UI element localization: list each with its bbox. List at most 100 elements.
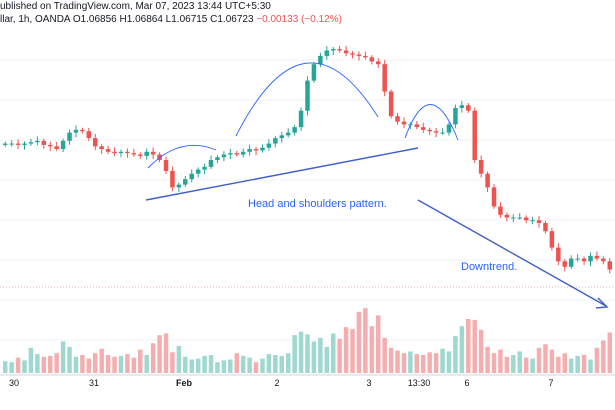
volume-bar (22, 360, 27, 373)
candle-body (601, 258, 606, 262)
candle-body (54, 146, 59, 150)
volume-bar (607, 332, 613, 373)
volume-bar (375, 315, 381, 373)
left-shoulder-arc (147, 144, 217, 169)
candle-body (421, 127, 426, 130)
volume-bar (208, 355, 214, 373)
head-arc (235, 62, 379, 137)
volume-bar (215, 362, 220, 373)
volume-bar (144, 355, 149, 373)
volume-bar (453, 336, 458, 373)
tick-label: 3 (366, 378, 371, 388)
volume-bars (2, 308, 613, 373)
candlesticks (2, 45, 613, 274)
volume-bar (228, 359, 233, 373)
volume-bar (41, 356, 47, 373)
candle-body (369, 57, 375, 62)
volume-bar (15, 357, 21, 373)
candle-body (511, 217, 516, 219)
volume-bar (478, 329, 484, 373)
ohlc-values: O1.06856 H1.06864 L1.06715 C1.06723 (72, 14, 254, 25)
candle-body (144, 151, 149, 156)
candle-body (163, 160, 169, 171)
volume-bar (35, 354, 40, 373)
candle-body (530, 220, 535, 222)
volume-bar (93, 353, 98, 373)
right-shoulder-arc (404, 104, 459, 141)
candle-body (221, 154, 227, 158)
candle-body (279, 135, 285, 139)
volume-bar (298, 331, 304, 373)
candle-body (466, 105, 471, 111)
candle-body (60, 140, 66, 150)
candle-body (195, 169, 201, 174)
candle-body (388, 91, 394, 117)
downtrend-arrowhead (595, 297, 609, 309)
candle-body (498, 206, 503, 215)
candle-body (395, 116, 400, 122)
candle-body (363, 55, 368, 58)
volume-bar (337, 338, 342, 373)
volume-bar (498, 349, 503, 373)
candle-body (118, 151, 124, 154)
candle-body (330, 49, 336, 51)
candle-body (433, 131, 439, 133)
pattern-drawings (145, 62, 609, 309)
candle-body (562, 261, 568, 267)
volume-bar (112, 356, 117, 373)
candle-body (375, 61, 381, 65)
volume-bar (285, 353, 291, 373)
volume-bar (543, 344, 548, 373)
candle-body (208, 160, 214, 167)
volume-bar (594, 347, 600, 373)
volume-bar (150, 343, 156, 373)
volume-bar (433, 353, 439, 373)
downtrend-line (417, 199, 607, 307)
candle-body (112, 151, 117, 154)
tick-label: 31 (89, 378, 99, 388)
volume-bar (318, 337, 323, 373)
volume-bar (363, 308, 368, 373)
tick-label: 7 (548, 378, 553, 388)
volume-bar (517, 351, 522, 373)
volume-bar (195, 358, 201, 373)
candle-body (67, 132, 72, 141)
volume-bar (2, 361, 8, 373)
volume-bar (305, 334, 310, 373)
candle-body (517, 217, 522, 219)
candle-body (459, 105, 465, 108)
candle-body (2, 143, 8, 145)
candle-body (446, 124, 452, 133)
volume-bar (9, 362, 14, 373)
candle-body (440, 132, 445, 134)
volume-bar (279, 355, 285, 373)
volume-bar (273, 355, 278, 373)
volume-bar (234, 353, 240, 373)
volume-bar (472, 319, 477, 373)
tick-label: Feb (176, 378, 193, 388)
candle-body (47, 144, 53, 147)
volume-bar (588, 359, 593, 373)
candle-body (170, 170, 175, 188)
candle-body (324, 50, 330, 56)
candle-body (247, 149, 252, 152)
volume-bar (67, 346, 72, 373)
candle-body (549, 231, 555, 248)
candle-body (176, 184, 182, 188)
volume-bar (131, 357, 137, 373)
candle-body (138, 154, 143, 156)
candle-body (189, 173, 194, 180)
chart-grid (0, 59, 615, 341)
candle-body (581, 258, 587, 262)
volume-bar (138, 349, 143, 373)
volume-bar (47, 355, 53, 373)
candle-body (311, 64, 317, 81)
symbol-line: llar, 1h, OANDA O1.06856 H1.06864 L1.067… (0, 14, 342, 25)
candle-body (105, 149, 111, 152)
volume-bar (253, 362, 259, 373)
volume-bar (86, 358, 92, 373)
tick-label: 13:30 (408, 378, 431, 388)
volume-bar (575, 355, 580, 373)
volume-bar (601, 340, 606, 373)
